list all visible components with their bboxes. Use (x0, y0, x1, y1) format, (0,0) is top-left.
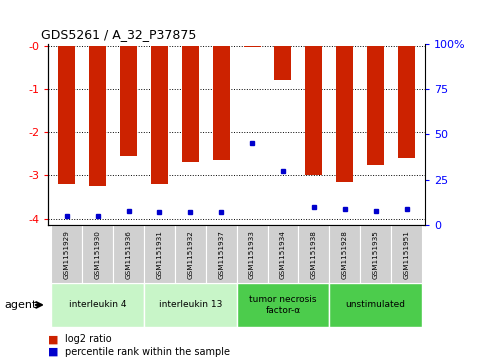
Bar (58, 46, 75, 184)
Bar (367, 46, 384, 164)
Bar (175, 225, 206, 283)
Text: GSM1151932: GSM1151932 (187, 230, 193, 278)
Text: GSM1151931: GSM1151931 (156, 230, 162, 278)
Text: GSM1151935: GSM1151935 (372, 230, 379, 278)
Text: GSM1151951: GSM1151951 (403, 230, 410, 278)
Text: GSM1151929: GSM1151929 (64, 230, 70, 278)
Bar (329, 225, 360, 283)
Bar (268, 225, 298, 283)
Text: interleukin 13: interleukin 13 (158, 301, 222, 309)
Bar (144, 283, 237, 327)
Bar (206, 225, 237, 283)
Bar (89, 46, 106, 186)
Bar (144, 225, 175, 283)
Text: GSM1151930: GSM1151930 (95, 230, 101, 278)
Text: GSM1151934: GSM1151934 (280, 230, 286, 278)
Text: percentile rank within the sample: percentile rank within the sample (65, 347, 230, 357)
Text: GSM1151938: GSM1151938 (311, 230, 317, 278)
Bar (82, 225, 113, 283)
Text: agent: agent (5, 300, 37, 310)
Bar (113, 225, 144, 283)
Bar (298, 225, 329, 283)
Bar (391, 225, 422, 283)
Bar (120, 46, 137, 156)
Text: GSM1151928: GSM1151928 (342, 230, 348, 278)
Bar (305, 46, 322, 175)
Text: log2 ratio: log2 ratio (65, 334, 112, 344)
Text: unstimulated: unstimulated (346, 301, 406, 309)
Bar (51, 283, 144, 327)
Text: GSM1151933: GSM1151933 (249, 230, 255, 278)
Bar (360, 225, 391, 283)
Bar (398, 46, 415, 158)
Bar (336, 46, 353, 182)
Bar (237, 225, 268, 283)
Bar (237, 283, 329, 327)
Text: ■: ■ (48, 334, 59, 344)
Text: tumor necrosis
factor-α: tumor necrosis factor-α (249, 295, 317, 315)
Bar (329, 283, 422, 327)
Text: interleukin 4: interleukin 4 (69, 301, 127, 309)
Bar (274, 46, 291, 80)
Bar (151, 46, 168, 184)
Bar (182, 46, 199, 162)
Text: GSM1151936: GSM1151936 (126, 230, 131, 278)
Bar (51, 225, 82, 283)
Text: ■: ■ (48, 347, 59, 357)
Bar (213, 46, 230, 160)
Text: GDS5261 / A_32_P37875: GDS5261 / A_32_P37875 (41, 28, 196, 41)
Text: GSM1151937: GSM1151937 (218, 230, 224, 278)
